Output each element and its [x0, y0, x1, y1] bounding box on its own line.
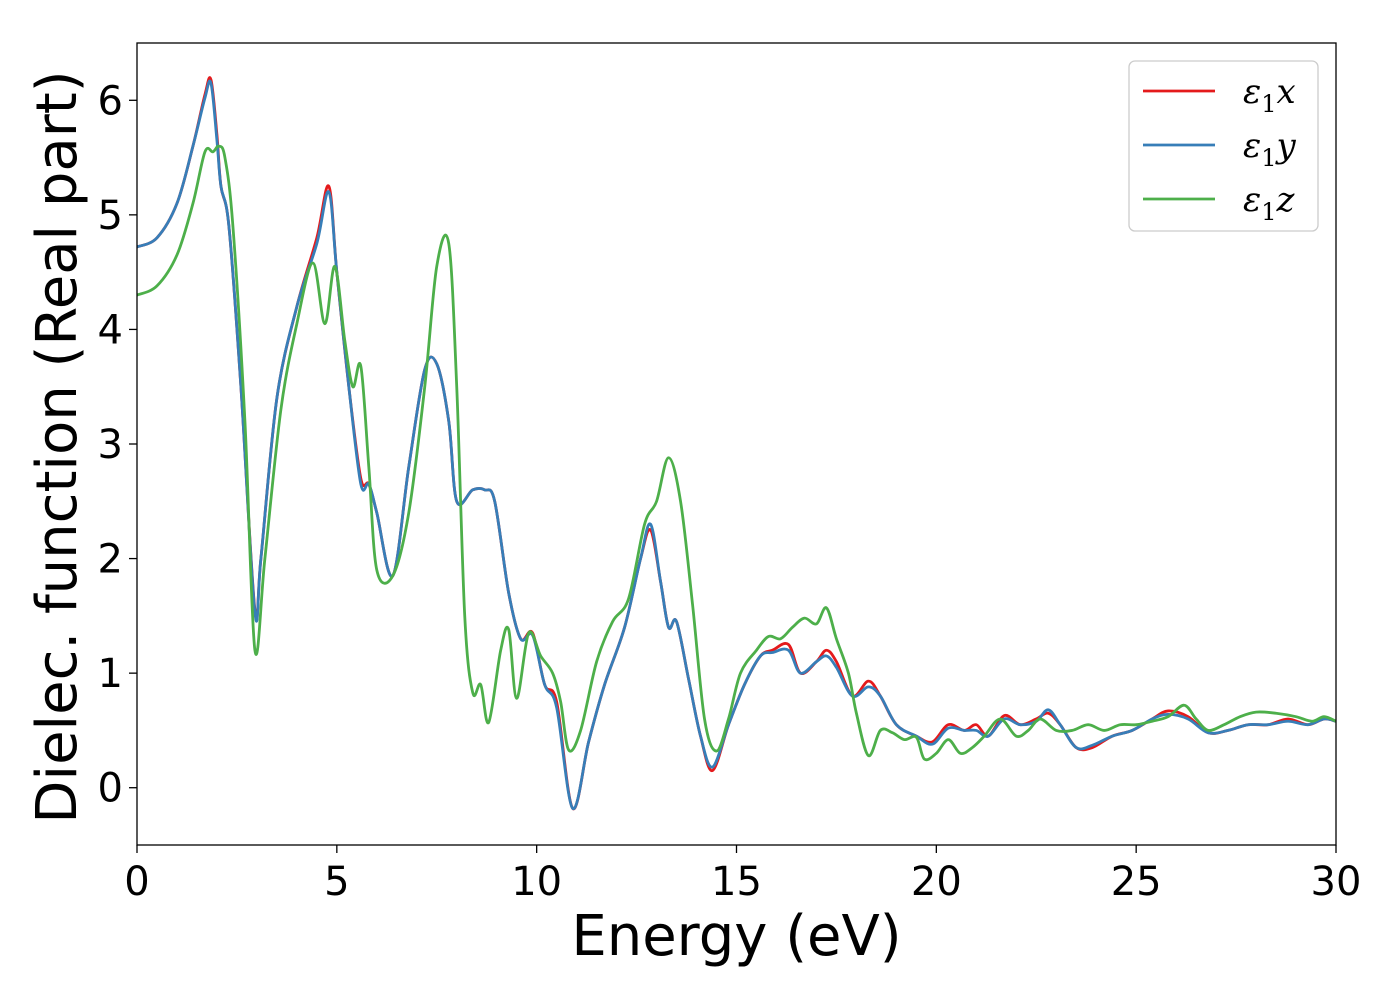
y-tick-label: 3	[98, 422, 123, 468]
y-tick-label: 0	[98, 766, 123, 812]
y-tick-label: 5	[98, 193, 123, 239]
x-tick-label: 30	[1311, 859, 1362, 905]
x-tick-label: 20	[911, 859, 962, 905]
y-tick-label: 4	[98, 307, 123, 353]
x-axis-ticks: 0 5 10 15 20 25 30	[124, 845, 1361, 905]
legend: ε1x ε1y ε1z	[1128, 60, 1319, 232]
x-tick-label: 5	[324, 859, 349, 905]
series-layer	[137, 76, 1336, 811]
y-tick-label: 1	[98, 651, 123, 697]
legend-label-x: ε1x	[1243, 72, 1296, 118]
x-tick-label: 15	[711, 859, 762, 905]
legend-label-z: ε1z	[1243, 180, 1296, 226]
x-tick-label: 10	[511, 859, 562, 905]
y-tick-label: 2	[98, 537, 123, 583]
y-axis-ticks: 0 1 2 3 4 5 6	[98, 78, 137, 812]
legend-label-y: ε1y	[1243, 126, 1297, 172]
x-tick-label: 0	[124, 859, 149, 905]
x-tick-label: 25	[1111, 859, 1162, 905]
series-line-z	[137, 144, 1336, 762]
x-axis-title: Energy (eV)	[571, 904, 901, 969]
y-tick-label: 6	[98, 78, 123, 124]
y-axis-title: Dielec. function (Real part)	[25, 70, 90, 823]
legend-box	[1128, 60, 1319, 232]
series-line-y	[137, 79, 1336, 810]
